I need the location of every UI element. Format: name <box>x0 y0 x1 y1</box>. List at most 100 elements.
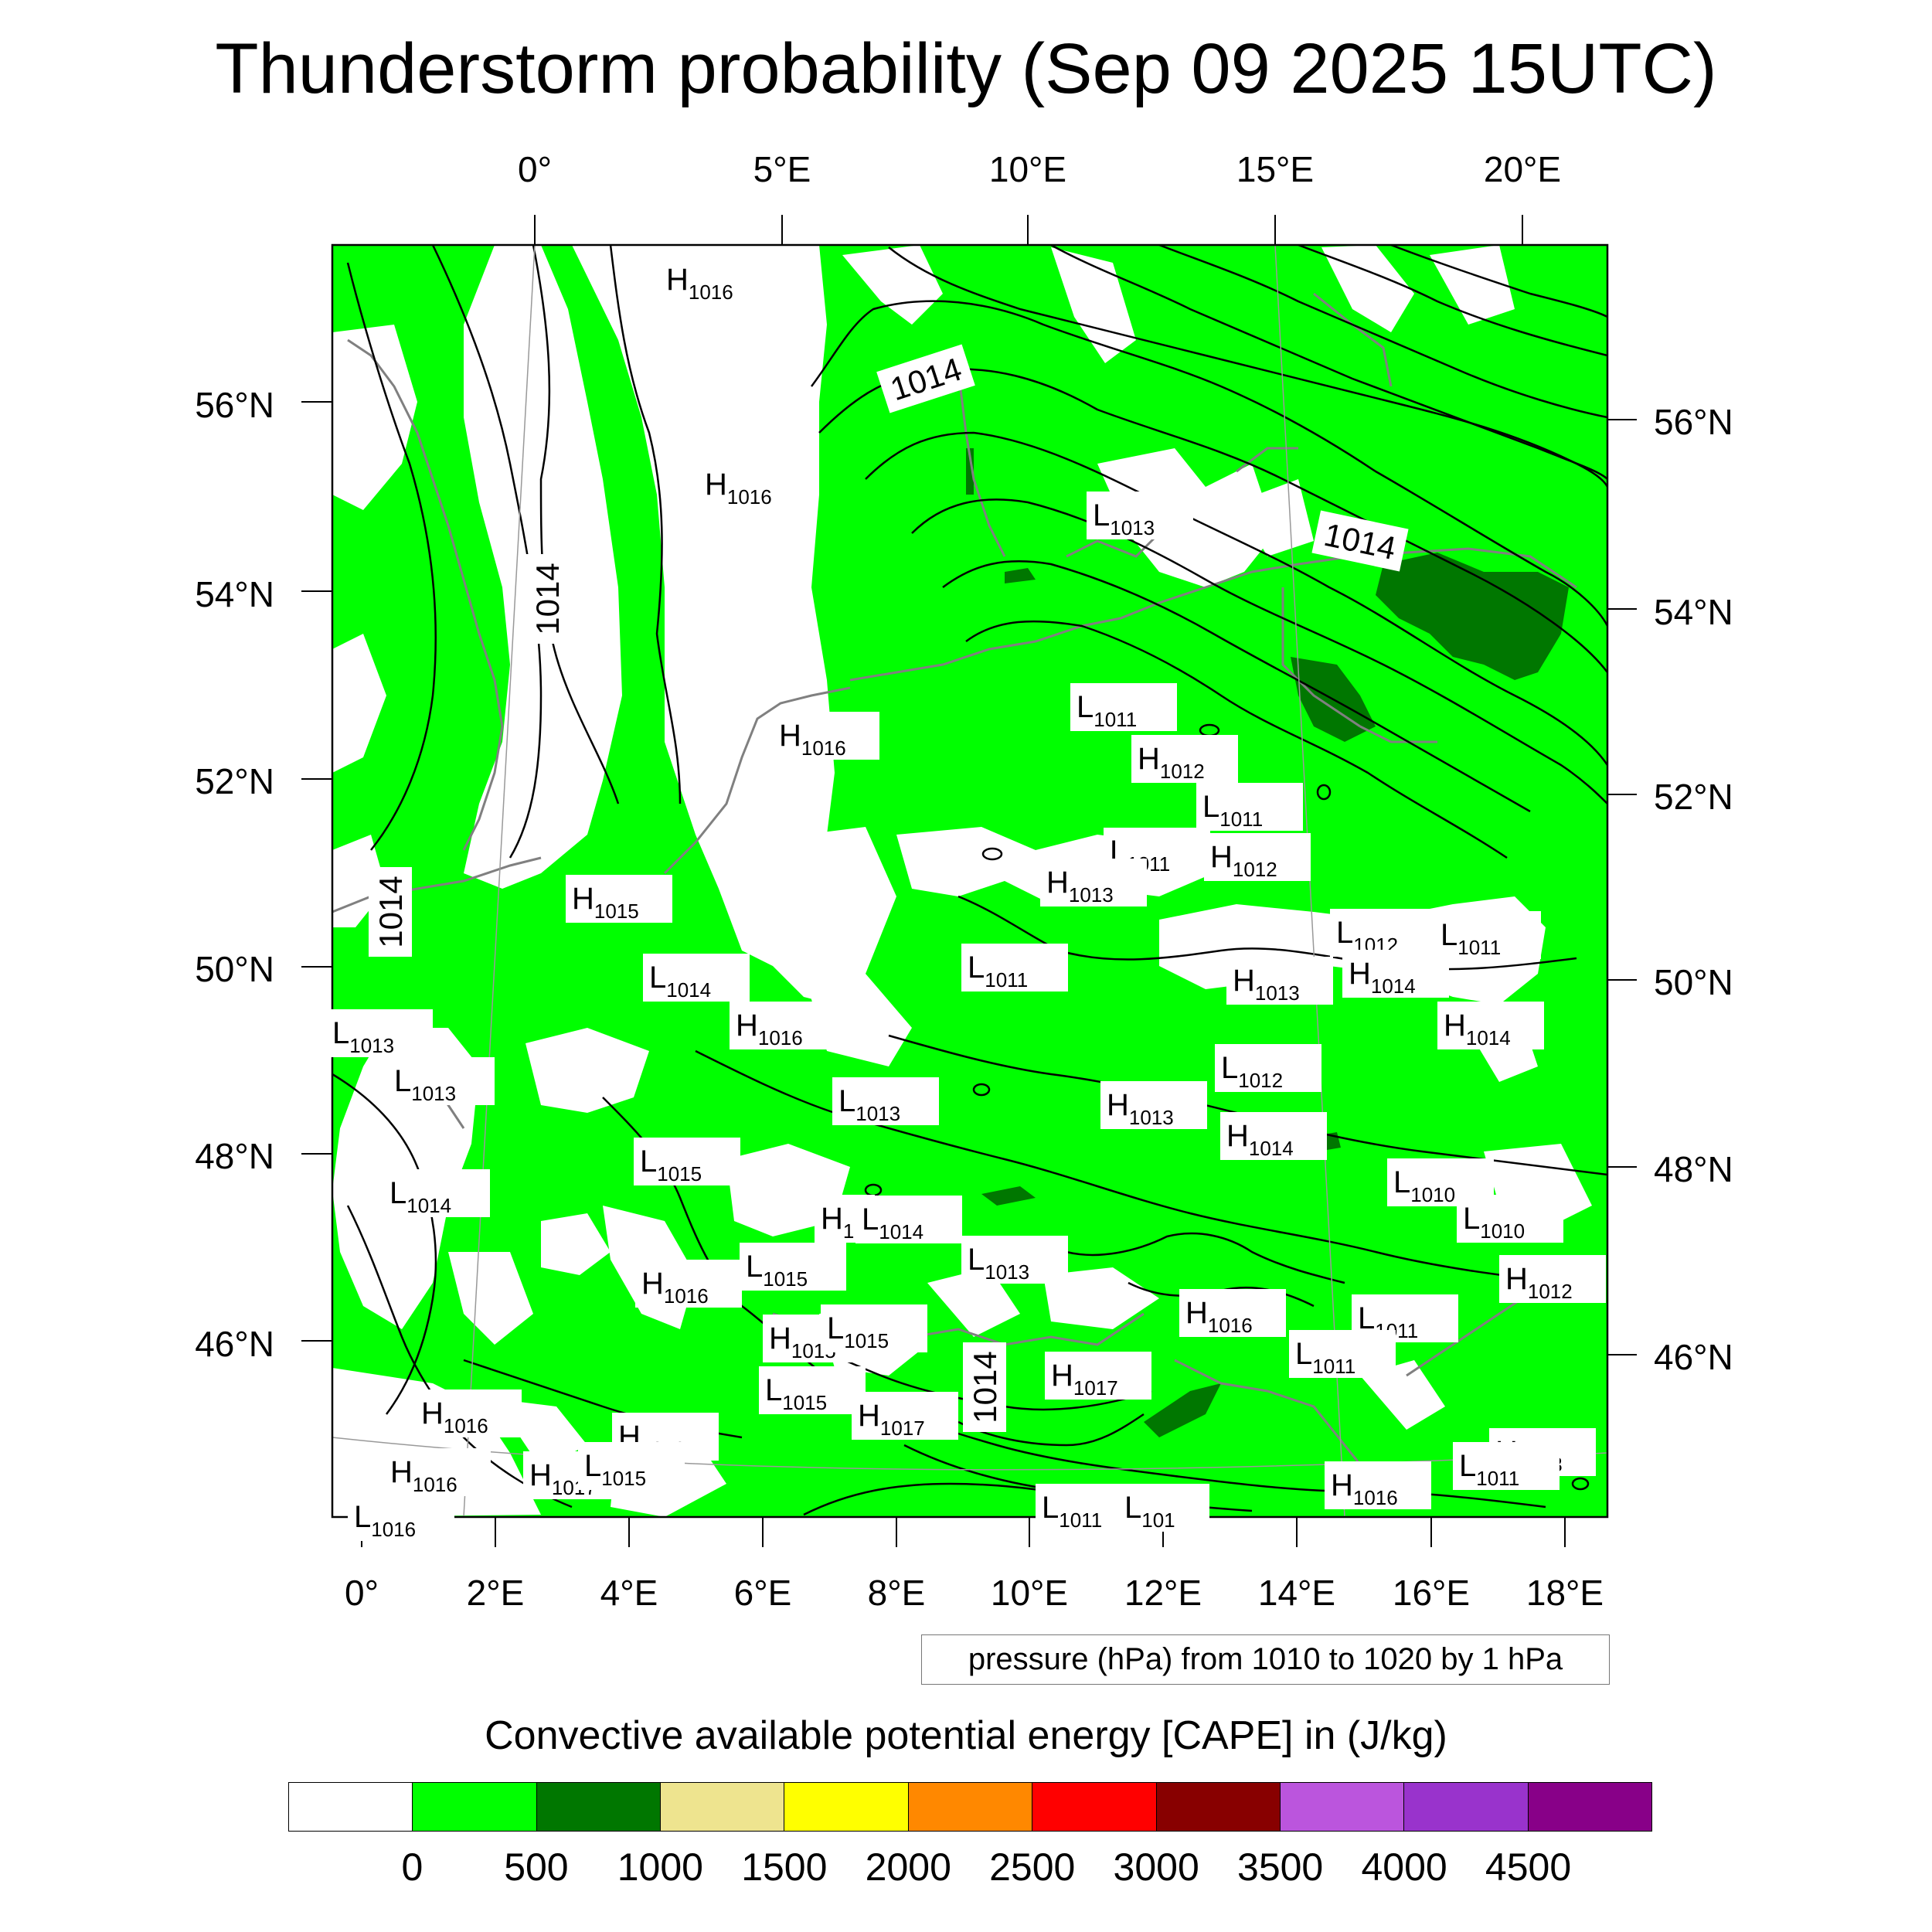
low-pressure-center: L1011 <box>961 944 1068 992</box>
colorbar-swatch <box>413 1783 537 1831</box>
top-lon-label: 15°E <box>1236 149 1315 189</box>
high-pressure-center: H1013 <box>1100 1081 1207 1129</box>
low-pressure-center: L1010 <box>1457 1195 1563 1243</box>
colorbar-label: 3500 <box>1237 1845 1324 1889</box>
colorbar-swatch <box>289 1783 413 1831</box>
high-pressure-center: H1017 <box>852 1392 958 1440</box>
high-pressure-center: H1015 <box>566 875 672 923</box>
top-lon-label: 10°E <box>988 149 1067 189</box>
colorbar-swatch <box>1528 1783 1651 1831</box>
isobar-label: 1014 <box>963 1342 1006 1432</box>
low-pressure-center: L1015 <box>821 1304 927 1352</box>
low-pressure-center: L1011 <box>1104 828 1210 876</box>
colorbar-label: 1500 <box>741 1845 828 1889</box>
high-pressure-center: H1016 <box>1179 1289 1286 1337</box>
top-lon-label: 0° <box>518 149 552 189</box>
left-lat-label: 50°N <box>195 949 274 989</box>
colorbar-label: 500 <box>504 1845 569 1889</box>
high-pressure-center: H1014 <box>1342 950 1449 998</box>
bottom-lon-label: 18°E <box>1526 1573 1604 1613</box>
bottom-lon-label: 0° <box>345 1573 379 1613</box>
right-lat-label: 46°N <box>1654 1337 1733 1377</box>
high-pressure-center: H1016 <box>1325 1461 1431 1509</box>
high-pressure-center: H1016 <box>635 1260 742 1308</box>
colorbar <box>288 1782 1652 1832</box>
colorbar-label: 3000 <box>1113 1845 1199 1889</box>
high-pressure-center: H1016 <box>384 1448 491 1496</box>
right-lat-label: 56°N <box>1654 402 1733 442</box>
bottom-lon-label: 16°E <box>1392 1573 1471 1613</box>
bottom-lon-label: 12°E <box>1124 1573 1202 1613</box>
low-pressure-center: L1011 <box>1289 1330 1396 1378</box>
colorbar-title: Convective available potential energy [C… <box>485 1713 1447 1758</box>
colorbar-swatch <box>1032 1783 1157 1831</box>
left-lat-label: 56°N <box>195 385 274 425</box>
high-pressure-center: H1016 <box>730 1002 836 1049</box>
high-pressure-center: H1013 <box>1040 859 1147 906</box>
bottom-lon-label: 6°E <box>733 1573 792 1613</box>
bottom-lon-label: 10°E <box>990 1573 1069 1613</box>
svg-text:1014: 1014 <box>967 1351 1003 1423</box>
low-pressure-center: L1013 <box>961 1236 1068 1284</box>
low-pressure-center: L1011 <box>1196 783 1303 831</box>
bottom-lon-label: 4°E <box>600 1573 658 1613</box>
left-lat-label: 54°N <box>195 574 274 614</box>
right-lat-label: 52°N <box>1654 777 1733 817</box>
low-pressure-center: L1011 <box>1070 683 1177 731</box>
colorbar-label: 1000 <box>617 1845 703 1889</box>
low-pressure-center: L1015 <box>634 1138 740 1185</box>
low-pressure-center: L1011 <box>1453 1442 1560 1490</box>
coastlines <box>332 292 1577 1485</box>
high-pressure-center: H1017 <box>1045 1352 1151 1400</box>
svg-text:1014: 1014 <box>529 563 566 634</box>
svg-text:H1016: H1016 <box>1185 1296 1253 1337</box>
low-pressure-center: L1012 <box>1215 1044 1321 1092</box>
low-pressure-center: L1014 <box>643 954 750 1002</box>
low-pressure-center: L1014 <box>383 1169 490 1217</box>
colorbar-swatch <box>661 1783 785 1831</box>
right-lat-label: 48°N <box>1654 1149 1733 1189</box>
high-pressure-center: H1014 <box>1437 1002 1544 1049</box>
bottom-lon-label: 2°E <box>466 1573 525 1613</box>
isobar-label: 1014 <box>369 867 412 957</box>
bottom-lon-label: 8°E <box>867 1573 926 1613</box>
pressure-centers: H1016H1016L1013H1016L1011H1012L1011L1011… <box>326 263 1606 1541</box>
high-pressure-center: H1014 <box>1220 1112 1327 1160</box>
bottom-lon-label: 14°E <box>1257 1573 1336 1613</box>
low-pressure-center: L1014 <box>855 1196 962 1243</box>
low-pressure-center: L101 <box>1118 1484 1209 1532</box>
high-pressure-center: H1012 <box>1131 735 1238 783</box>
left-lat-label: 52°N <box>195 761 274 801</box>
low-pressure-center: L1013 <box>388 1057 495 1105</box>
colorbar-label: 0 <box>401 1845 423 1889</box>
low-pressure-center: L1011 <box>1434 911 1541 959</box>
cape-field-500-1000 <box>966 448 1569 1437</box>
low-pressure-center: L1011 <box>1352 1294 1458 1342</box>
low-pressure-center: L1015 <box>759 1366 866 1414</box>
left-lat-label: 46°N <box>195 1324 274 1364</box>
map-frame <box>331 243 1609 1519</box>
svg-text:H1016: H1016 <box>736 1009 803 1049</box>
high-pressure-center: H1012 <box>1499 1255 1606 1303</box>
left-lat-label: 48°N <box>195 1136 274 1176</box>
low-pressure-center: L1012 <box>1330 909 1437 957</box>
high-pressure-center: H1016 <box>415 1389 522 1437</box>
high-pressure-center: H1016 <box>773 712 879 760</box>
right-lat-label: 50°N <box>1654 962 1733 1002</box>
colorbar-label: 4500 <box>1485 1845 1572 1889</box>
isobar-label: 1014 <box>526 554 569 644</box>
top-lon-label: 20°E <box>1483 149 1562 189</box>
colorbar-swatch <box>1156 1783 1281 1831</box>
low-pressure-center: L1015 <box>578 1442 685 1490</box>
colorbar-label: 2500 <box>989 1845 1076 1889</box>
colorbar-swatch <box>1404 1783 1529 1831</box>
low-pressure-center: L1015 <box>740 1243 846 1291</box>
low-pressure-center: L1013 <box>326 1009 433 1057</box>
colorbar-swatch <box>784 1783 909 1831</box>
colorbar-label: 2000 <box>865 1845 951 1889</box>
colorbar-swatch <box>536 1783 662 1831</box>
top-lon-label: 5°E <box>753 149 811 189</box>
colorbar-swatch <box>908 1783 1033 1831</box>
high-pressure-center: H1013 <box>1226 957 1333 1005</box>
